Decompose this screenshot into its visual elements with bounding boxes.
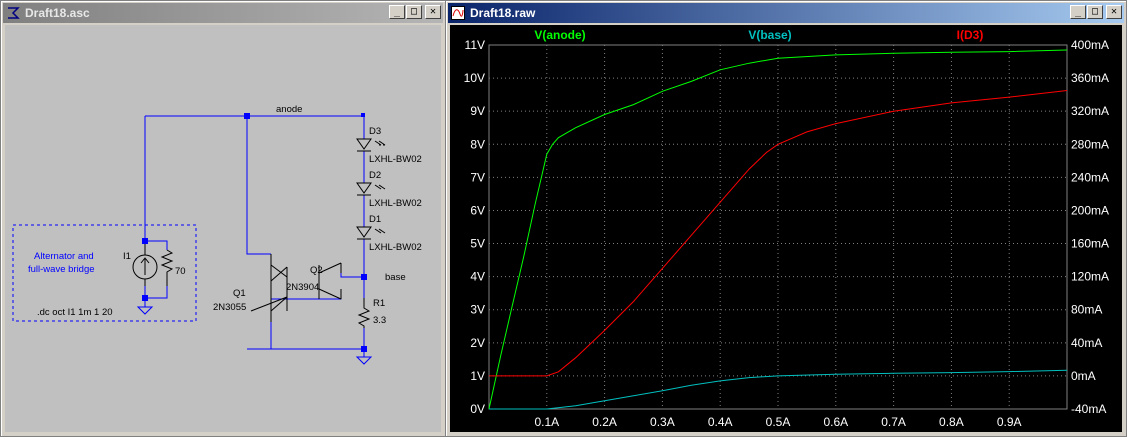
comment-box [12,224,197,322]
y-left-tick-label: 0V [470,402,485,416]
diode-d2 [356,182,386,196]
plot-labels: 0V 1V 2V 3V 4V 5V 6V 7V 8V 9V 10V 11V -40mA 0mA 40mA 80… [464,28,1109,429]
minimize-button[interactable]: _ [389,5,405,19]
x-tick-label: 0.8A [939,415,964,429]
plot-grid [488,44,1068,410]
trace-i-d3- [489,90,1068,377]
x-tick-label: 0.4A [708,415,733,429]
y-left-tick-label: 9V [470,104,485,118]
d3-ref: D3 [369,126,381,137]
schematic-titlebar[interactable]: Draft18.asc _ □ ✕ [3,3,443,23]
x-tick-label: 0.7A [881,415,906,429]
d2-ref: D2 [369,170,381,181]
schematic-title: Draft18.asc [25,6,90,20]
y-left-tick-label: 8V [470,137,485,151]
y-right-tick-label: 320mA [1071,104,1109,118]
x-tick-label: 0.9A [997,415,1022,429]
maximize-button[interactable]: □ [1087,5,1103,19]
r1-ref: R1 [373,298,385,309]
comment-line-1: Alternator and [34,251,94,262]
y-left-tick-label: 5V [470,237,485,251]
q2-ref: Q2 [310,265,323,276]
schematic-window[interactable]: Draft18.asc _ □ ✕ [0,0,446,437]
wire-ground [247,348,365,357]
q2-transistor [318,262,342,300]
shunt-value: 70 [175,266,186,277]
plot-traces [488,49,1068,410]
y-right-tick-label: 400mA [1071,38,1109,52]
spice-directive: .dc oct I1 1m 1 20 [37,307,113,318]
minimize-button[interactable]: _ [1070,5,1086,19]
r1-value: 3.3 [373,315,386,326]
y-left-tick-label: 1V [470,369,485,383]
x-tick-label: 0.2A [592,415,617,429]
x-tick-label: 0.6A [823,415,848,429]
wire-q1c [246,116,271,255]
trace-v-base- [489,369,1068,410]
y-left-tick-label: 2V [470,336,485,350]
diode-d1 [356,226,386,240]
x-tick-label: 0.1A [534,415,559,429]
y-left-tick-label: 7V [470,170,485,184]
y-right-tick-label: 0mA [1071,369,1096,383]
close-button[interactable]: ✕ [1106,5,1122,19]
diode-d3 [356,138,386,152]
ground-symbol-right [355,356,373,365]
legend-v-base-[interactable]: V(base) [748,28,791,42]
y-right-tick-label: 200mA [1071,203,1109,217]
legend-v-anode-[interactable]: V(anode) [534,28,585,42]
d2-model: LXHL-BW02 [369,198,422,209]
d1-ref: D1 [369,214,381,225]
plot-window[interactable]: Draft18.raw _ □ ✕ 0V 1V 2V 3V 4V 5V 6V 7V 8V 9V 10… [445,0,1127,437]
plot-app-icon [450,5,466,21]
y-right-tick-label: 160mA [1071,237,1109,251]
net-label-base: base [385,272,406,283]
y-right-tick-label: -40mA [1071,402,1106,416]
x-tick-label: 0.5A [766,415,791,429]
waveform-plot[interactable]: 0V 1V 2V 3V 4V 5V 6V 7V 8V 9V 10V 11V -40mA 0mA 40mA 80… [450,25,1122,432]
ground-symbol-left [136,306,154,315]
d3-model: LXHL-BW02 [369,154,422,165]
wire-i1-side [145,240,168,250]
schematic-app-icon [5,5,21,21]
wire-i1-bot [144,286,168,299]
i1-ref: I1 [123,251,131,262]
trace-v-anode- [488,49,1068,410]
wire-q2c [340,273,364,278]
plot-titlebar[interactable]: Draft18.raw _ □ ✕ [448,3,1124,23]
x-tick-label: 0.3A [650,415,675,429]
y-left-tick-label: 11V [465,38,485,52]
y-left-tick-label: 10V [464,71,485,85]
comment-line-2: full-wave bridge [28,264,95,275]
q1-model: 2N3055 [213,302,246,313]
y-right-tick-label: 40mA [1071,336,1102,350]
close-button[interactable]: ✕ [425,5,441,19]
d1-model: LXHL-BW02 [369,242,422,253]
legend-i-d3-[interactable]: I(D3) [957,28,984,42]
plot-pane[interactable]: 0V 1V 2V 3V 4V 5V 6V 7V 8V 9V 10V 11V -40mA 0mA 40mA 80… [450,25,1122,432]
q2-model: 2N3904 [286,282,319,293]
y-right-tick-label: 360mA [1071,71,1109,85]
schematic-canvas[interactable]: anode base D3 LXHL-BW02 D2 LXHL-BW02 D1 … [5,25,441,432]
resistor-r1 [357,298,371,328]
plot-title: Draft18.raw [470,6,536,20]
current-source-i1 [132,241,158,286]
maximize-button[interactable]: □ [406,5,422,19]
q1-ref: Q1 [233,288,246,299]
y-right-tick-label: 240mA [1071,170,1109,184]
y-right-tick-label: 280mA [1071,137,1109,151]
resistor-shunt [160,249,174,286]
wire-q1e [247,322,272,350]
y-left-tick-label: 6V [470,203,485,217]
y-right-tick-label: 120mA [1071,270,1109,284]
y-left-tick-label: 4V [470,270,485,284]
q1-transistor [250,254,288,322]
net-label-anode: anode [276,104,302,115]
y-right-tick-label: 80mA [1071,303,1102,317]
y-left-tick-label: 3V [470,303,485,317]
